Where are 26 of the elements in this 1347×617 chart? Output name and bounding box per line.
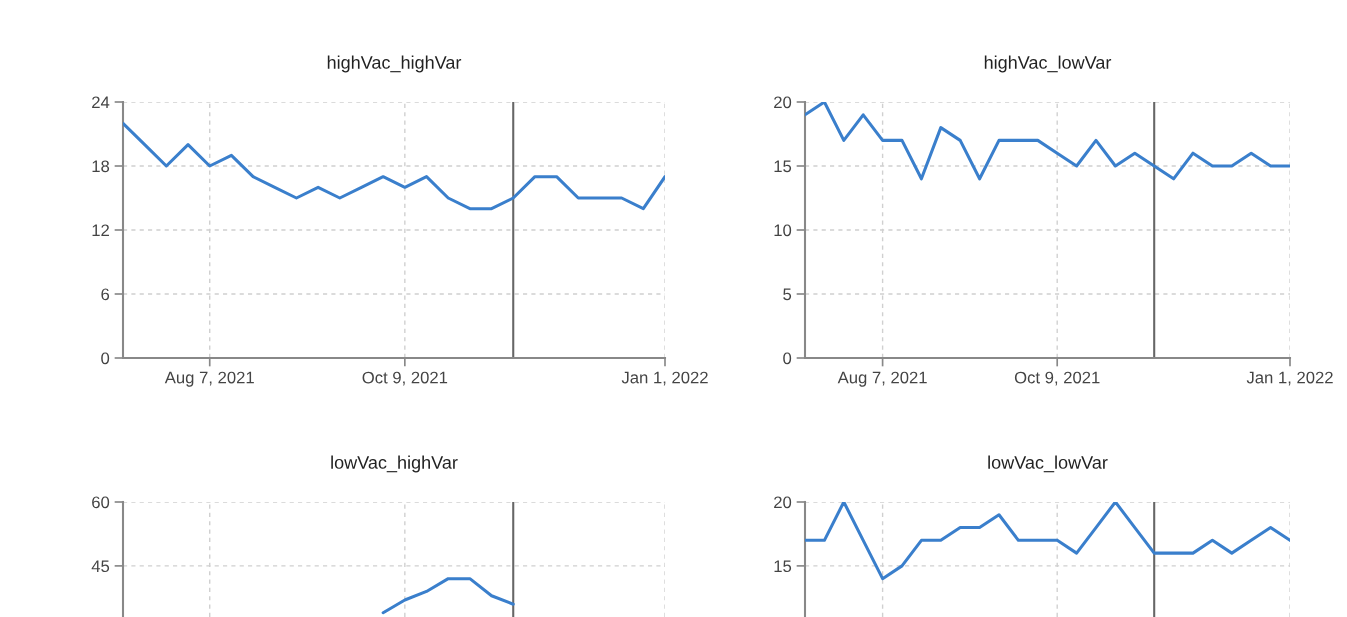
y-tick-label: 6 — [101, 288, 110, 301]
line-series — [381, 577, 515, 615]
line-series — [123, 121, 665, 211]
chart-title: lowVac_lowVar — [988, 455, 1108, 473]
chart-title: lowVac_highVar — [331, 455, 458, 473]
y-tick-label: 20 — [774, 96, 792, 109]
y-tick-label: 24 — [92, 96, 110, 109]
y-tick-label: 20 — [774, 496, 792, 509]
x-tick-label: Aug 7, 2021 — [837, 371, 927, 387]
y-tick-label: 0 — [783, 352, 792, 365]
y-tick-label: 5 — [783, 288, 792, 301]
x-tick-label: Jan 1, 2022 — [1246, 371, 1333, 386]
y-tick-label: 15 — [774, 560, 792, 573]
x-tick-label: Jan 1, 2022 — [621, 371, 708, 386]
y-tick-label: 45 — [91, 560, 110, 573]
y-tick-label: 15 — [774, 160, 792, 173]
y-tick-label: 10 — [774, 224, 792, 237]
y-tick-label: 18 — [92, 160, 110, 173]
x-tick-label: Aug 7, 2021 — [164, 371, 254, 387]
chart-title: highVac_lowVar — [984, 55, 1112, 73]
x-tick-label: Oct 9, 2021 — [1014, 371, 1100, 386]
x-tick-label: Oct 9, 2021 — [362, 371, 448, 386]
y-tick-label: 60 — [92, 496, 110, 509]
y-tick-label: 0 — [101, 352, 110, 365]
y-tick-label: 12 — [92, 224, 109, 237]
chart-title: highVac_highVar — [327, 55, 462, 73]
